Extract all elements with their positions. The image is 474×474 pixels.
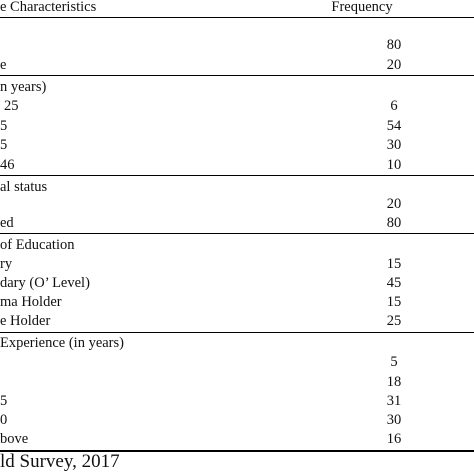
section-rule (0, 233, 474, 234)
section-heading: n years) (0, 78, 474, 97)
row-label: 46 (0, 157, 15, 173)
row-label: ry (0, 256, 13, 272)
table-row: 46 10 (0, 156, 474, 175)
table-row: 18 (0, 373, 474, 392)
header-frequency: Frequency (331, 0, 393, 15)
row-frequency: 25 (386, 313, 402, 329)
row-frequency: 54 (386, 118, 402, 134)
row-label: of Education (0, 237, 75, 253)
table-row: dary (O’ Level) 45 (0, 274, 474, 293)
row-label: ma Holder (0, 294, 62, 310)
table-row: 5 54 (0, 117, 474, 136)
row-frequency: 16 (386, 431, 402, 447)
table-row: bove 16 (0, 430, 474, 449)
table-row: 25 6 (0, 97, 474, 116)
row-label: e (0, 57, 7, 73)
row-frequency: 6 (390, 98, 398, 114)
section-heading: of Education (0, 236, 474, 255)
row-frequency: 5 (390, 354, 398, 370)
row-frequency: 30 (386, 412, 402, 428)
row-frequency: 30 (386, 137, 402, 153)
table-row: 5 (0, 353, 474, 372)
row-label: bove (0, 431, 29, 447)
row-frequency: 15 (386, 294, 402, 310)
table-row: ma Holder 15 (0, 293, 474, 312)
table-row: 80 (0, 36, 474, 55)
row-label: ed (0, 215, 14, 231)
row-label: 25 (4, 98, 19, 114)
row-frequency: 15 (386, 256, 402, 272)
table-row: 5 30 (0, 136, 474, 155)
header-characteristics: e Characteristics (0, 0, 97, 15)
section-heading: Experience (in years) (0, 334, 474, 353)
section-rule (0, 332, 474, 333)
row-label: 5 (0, 393, 8, 409)
row-label: al status (0, 179, 48, 195)
section-rule (0, 175, 474, 176)
source-caption: ld Survey, 2017 (0, 451, 120, 472)
table-row: ry 15 (0, 255, 474, 274)
bottom-rule (0, 450, 474, 452)
row-label: 0 (0, 412, 8, 428)
row-label: 5 (0, 137, 8, 153)
row-label: n years) (0, 79, 47, 95)
header-rule (0, 17, 474, 18)
header-row: e Characteristics Frequency (0, 0, 474, 17)
row-label: dary (O’ Level) (0, 275, 90, 291)
table-row: ed 80 (0, 214, 474, 233)
row-frequency: 18 (386, 374, 402, 390)
row-frequency: 45 (386, 275, 402, 291)
row-frequency: 20 (386, 57, 402, 73)
row-frequency: 20 (386, 196, 402, 212)
table-row: 20 (0, 195, 474, 214)
row-label: 5 (0, 118, 8, 134)
table-row: e Holder 25 (0, 312, 474, 331)
row-label: Experience (in years) (0, 335, 124, 351)
row-frequency: 10 (386, 157, 402, 173)
row-frequency: 31 (386, 393, 402, 409)
section-heading: al status (0, 178, 474, 197)
row-frequency: 80 (386, 215, 402, 231)
table-row: 0 30 (0, 411, 474, 430)
table-row: 5 31 (0, 392, 474, 411)
table-row: e 20 (0, 56, 474, 75)
row-frequency: 80 (386, 37, 402, 53)
section-rule (0, 75, 474, 76)
row-label: e Holder (0, 313, 51, 329)
